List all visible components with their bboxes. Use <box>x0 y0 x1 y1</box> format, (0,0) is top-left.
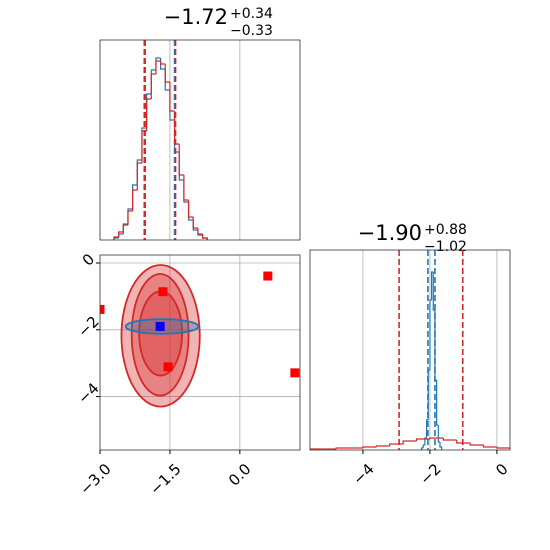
panel-title: −1.72 <box>164 5 228 29</box>
point <box>155 321 165 331</box>
histogram-step <box>436 380 439 426</box>
histogram-step <box>422 444 425 448</box>
histogram-step <box>437 425 440 443</box>
x-tick-label: −1.5 <box>146 460 184 498</box>
axes-frame <box>99 254 301 451</box>
histogram-step <box>415 438 430 441</box>
histogram-step <box>429 299 432 370</box>
histogram-step <box>164 69 170 91</box>
histogram-step <box>173 111 180 145</box>
y-tick-label: −4 <box>74 379 102 407</box>
title-lower: −1.02 <box>424 239 467 255</box>
histogram-step <box>169 82 175 112</box>
title-upper: +0.88 <box>424 222 467 238</box>
histogram-step <box>362 446 377 448</box>
histogram-step <box>183 175 189 201</box>
y-tick-label: −2 <box>74 312 102 340</box>
histogram-step <box>113 236 119 240</box>
plot-area <box>310 250 510 450</box>
x-tick-label: 0.0 <box>225 460 255 490</box>
histogram-step <box>439 442 443 450</box>
histogram-step <box>160 61 166 65</box>
histogram-step <box>164 64 170 83</box>
histogram-step <box>310 448 323 450</box>
histogram-step <box>335 447 350 449</box>
panel-title: −1.90 <box>358 221 422 245</box>
histogram-step <box>136 159 142 185</box>
histogram-step <box>183 180 189 203</box>
x-tick-label: −2 <box>416 460 444 488</box>
plot-area <box>100 40 241 240</box>
histogram-step <box>155 57 161 70</box>
point <box>163 362 173 372</box>
histogram-step <box>456 440 471 444</box>
x-tick-label: −4 <box>349 460 377 488</box>
histogram-step <box>429 437 444 439</box>
point <box>158 287 168 297</box>
axes-frame <box>99 39 301 241</box>
title-upper: +0.34 <box>230 6 273 22</box>
histogram-step <box>482 445 497 448</box>
histogram-step <box>192 217 198 229</box>
point <box>100 304 105 314</box>
histogram-step <box>150 73 156 99</box>
histogram-step <box>132 189 138 211</box>
histogram-step <box>469 443 484 446</box>
histogram-step <box>136 162 142 190</box>
histogram-step <box>118 233 124 238</box>
plot-area <box>100 255 300 450</box>
point <box>263 271 273 281</box>
x-tick-label: 0 <box>492 460 511 479</box>
histogram-step <box>187 200 194 218</box>
axes-frame <box>309 249 511 451</box>
x-tick-label: −3.0 <box>76 460 114 498</box>
title-lower: −0.33 <box>230 23 273 39</box>
contour <box>120 264 201 408</box>
histogram-step <box>197 228 203 235</box>
histogram-step <box>155 60 161 74</box>
histogram-step <box>127 210 133 225</box>
histogram-step <box>132 184 138 209</box>
histogram-step <box>201 234 208 240</box>
histogram-step <box>496 447 510 450</box>
histogram-step <box>178 152 184 181</box>
histogram-step <box>118 231 124 237</box>
histogram-step <box>375 445 390 447</box>
y-tick-label: 0 <box>79 250 98 269</box>
histogram-step <box>146 98 152 131</box>
histogram-step <box>402 440 417 444</box>
histogram-step <box>122 224 128 232</box>
histogram-step <box>442 438 457 441</box>
histogram-step <box>389 443 404 446</box>
point <box>290 368 300 378</box>
histogram-step <box>178 144 184 176</box>
